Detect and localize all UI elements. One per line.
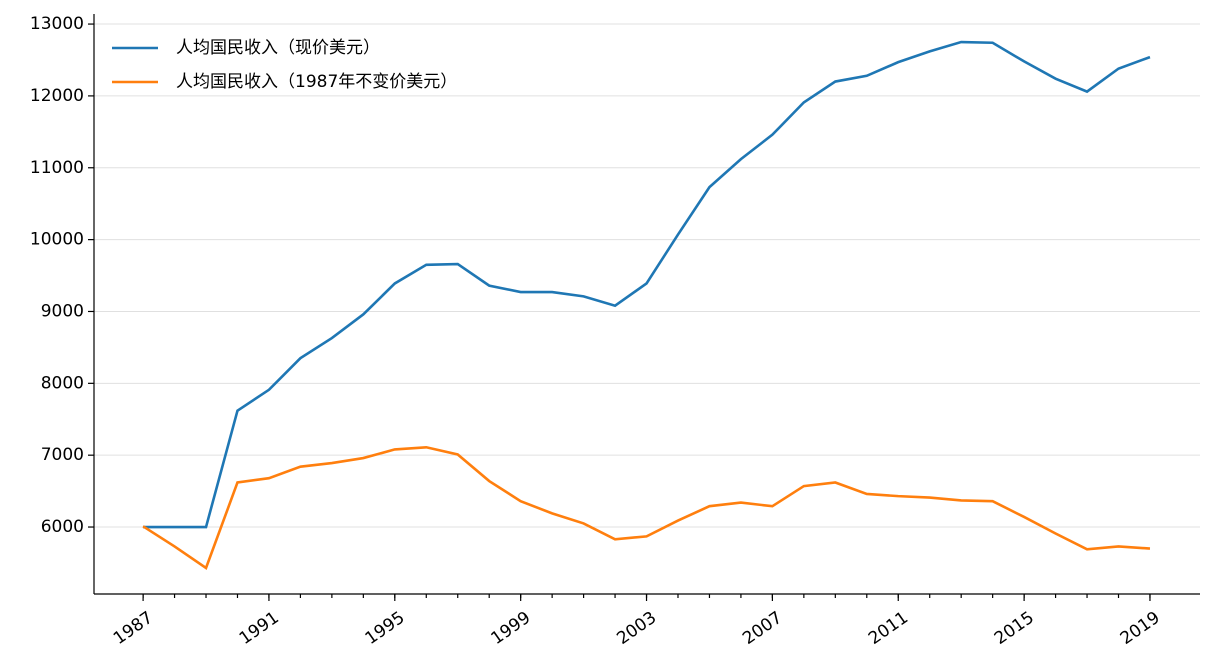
y-tick-label: 11000 [30, 158, 84, 178]
x-tick-label: 2003 [613, 608, 660, 649]
y-tick-label: 13000 [30, 14, 84, 34]
y-tick-label: 9000 [41, 301, 84, 321]
y-tick-label: 8000 [41, 373, 84, 393]
x-tick-label: 1995 [362, 608, 409, 649]
x-tick-label: 2011 [865, 608, 912, 649]
series-line [142, 445, 1151, 571]
y-tick-label: 12000 [30, 86, 84, 106]
x-tick-label: 2019 [1117, 608, 1164, 649]
x-tick-label: 1987 [110, 608, 157, 649]
y-tick-label: 10000 [30, 230, 84, 250]
x-tick-label: 2015 [991, 608, 1038, 649]
series-line [143, 40, 1151, 529]
x-tick-label: 1999 [487, 608, 534, 649]
x-tick-label: 2007 [739, 608, 786, 649]
legend-label: 人均国民收入（1987年不变价美元） [176, 72, 457, 92]
y-tick-label: 7000 [41, 445, 84, 465]
y-tick-label: 6000 [41, 517, 84, 537]
x-tick-label: 1991 [236, 608, 283, 649]
legend-label: 人均国民收入（现价美元） [176, 38, 380, 58]
